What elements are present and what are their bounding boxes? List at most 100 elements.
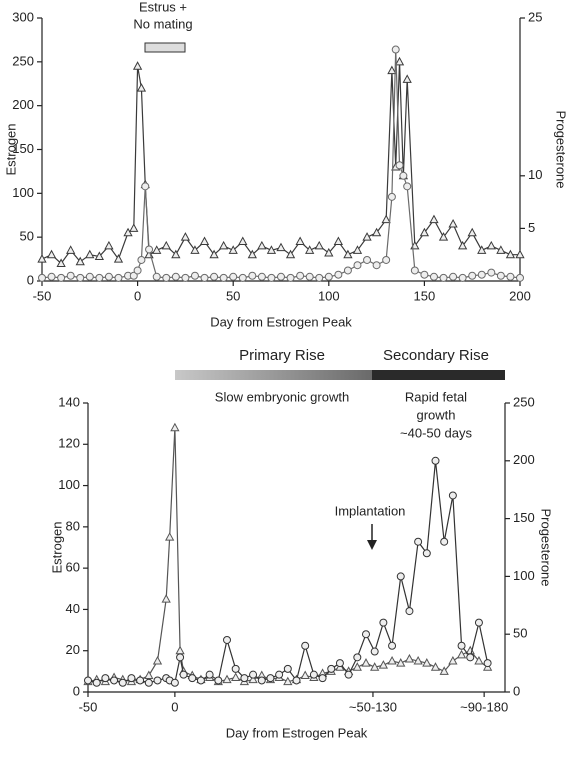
triangle-marker	[222, 674, 232, 684]
circle-marker	[387, 192, 396, 201]
triangle-marker	[190, 245, 200, 254]
circle-marker	[431, 456, 440, 465]
circle-marker	[129, 271, 138, 280]
circle-marker	[468, 271, 477, 280]
y-axis-label: Estrogen	[3, 123, 18, 175]
triangle-marker	[170, 422, 180, 432]
annotation: growth	[416, 407, 455, 422]
triangle-marker	[283, 676, 293, 686]
y-tick-label: 0	[73, 683, 80, 698]
y-tick-label: 60	[66, 560, 80, 575]
annotation: Estrus +	[139, 0, 187, 14]
y2-tick-label: 150	[513, 510, 535, 525]
circle-marker	[457, 641, 466, 650]
circle-marker	[76, 273, 85, 282]
circle-marker	[309, 670, 318, 679]
circle-marker	[171, 272, 180, 281]
triangle-marker	[467, 227, 477, 237]
triangle-marker	[413, 655, 423, 665]
x-axis-label: Day from Estrogen Peak	[210, 314, 352, 329]
y-tick-label: 250	[12, 53, 34, 68]
triangle-marker	[37, 254, 47, 263]
circle-marker	[286, 273, 295, 282]
triangle-marker	[456, 649, 467, 659]
circle-marker	[238, 273, 247, 282]
circle-marker	[176, 653, 185, 662]
annotation: ~40-50 days	[400, 425, 472, 440]
y2-tick-label: 50	[513, 626, 527, 641]
triangle-marker	[199, 236, 210, 246]
triangle-marker	[295, 236, 305, 246]
circle-marker	[170, 678, 179, 687]
circle-marker	[85, 272, 94, 281]
circle-marker	[370, 647, 379, 656]
triangle-marker	[387, 655, 397, 665]
circle-marker	[382, 255, 391, 264]
y2-tick-label: 100	[513, 568, 535, 583]
circle-marker	[114, 273, 123, 282]
circle-marker	[301, 641, 310, 650]
triangle-marker	[448, 218, 458, 228]
triangle-marker	[404, 653, 415, 663]
circle-marker	[145, 245, 154, 254]
circle-marker	[101, 674, 110, 683]
primary-rise-bar	[175, 370, 372, 380]
circle-marker	[362, 630, 370, 639]
y-tick-label: 20	[66, 642, 80, 657]
y-tick-label: 300	[12, 9, 34, 24]
triangle-marker	[75, 256, 85, 266]
circle-marker	[466, 653, 475, 662]
circle-marker	[474, 618, 483, 627]
triangle-marker	[152, 655, 163, 665]
triangle-marker	[361, 658, 371, 667]
triangle-marker	[352, 245, 363, 254]
circle-marker	[47, 272, 56, 281]
x-tick-label: ~50-130	[349, 699, 397, 714]
y-tick-label: 140	[58, 394, 80, 409]
annotation: No mating	[133, 16, 192, 31]
triangle-marker	[175, 645, 185, 655]
circle-marker	[57, 273, 66, 282]
triangle-marker	[378, 660, 389, 669]
circle-marker	[305, 272, 314, 281]
secondary-rise-bar	[372, 370, 505, 380]
circle-marker	[388, 641, 397, 650]
y2-tick-label: 10	[528, 167, 542, 182]
circle-marker	[422, 549, 431, 558]
triangle-marker	[402, 74, 412, 83]
circle-marker	[104, 272, 113, 281]
x-tick-label: -50	[79, 699, 98, 714]
triangle-marker	[429, 214, 439, 224]
triangle-marker	[486, 240, 496, 250]
triangle-marker	[238, 236, 248, 246]
circle-marker	[95, 273, 104, 282]
circle-marker	[296, 271, 305, 280]
circle-marker	[249, 670, 258, 679]
triangle-marker	[165, 532, 175, 541]
circle-marker	[396, 572, 405, 581]
circle-marker	[219, 273, 228, 282]
circle-marker	[144, 678, 153, 687]
annotation: Implantation	[335, 503, 406, 518]
circle-marker	[372, 261, 381, 270]
circle-marker	[267, 273, 276, 282]
y-tick-label: 100	[12, 185, 34, 200]
circle-marker	[399, 171, 408, 180]
triangle-marker	[144, 670, 154, 679]
circle-marker	[240, 674, 249, 683]
triangle-marker	[152, 245, 162, 254]
circle-marker	[127, 674, 136, 683]
y-tick-label: 100	[58, 477, 80, 492]
y-tick-label: 50	[20, 229, 34, 244]
circle-marker	[196, 676, 205, 685]
y2-tick-label: 250	[513, 394, 535, 409]
triangle-marker	[113, 254, 124, 263]
implantation-arrowhead	[367, 540, 377, 550]
circle-marker	[248, 271, 257, 280]
circle-marker	[353, 261, 362, 270]
x-tick-label: 0	[171, 699, 178, 714]
circle-marker	[188, 674, 197, 683]
circle-marker	[379, 618, 388, 627]
triangle-marker	[352, 662, 362, 671]
triangle-marker	[94, 251, 105, 260]
